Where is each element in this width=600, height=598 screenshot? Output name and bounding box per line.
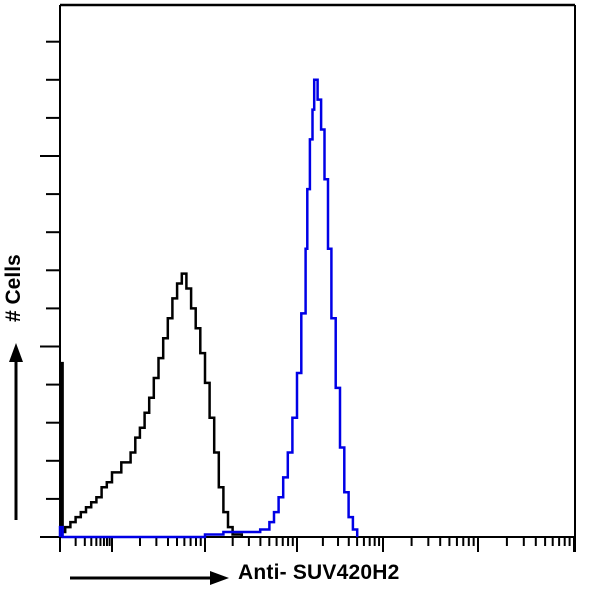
x-axis-arrow: [70, 571, 229, 585]
control-histogram-line: [59, 272, 244, 537]
histogram-series: [58, 78, 359, 539]
antibody-histogram-line: [58, 78, 359, 539]
x-axis-label: Anti- SUV420H2: [238, 561, 400, 584]
y-axis-label: # Cells: [2, 254, 25, 322]
x-axis-ticks: [59, 537, 575, 552]
y-axis-ticks: [40, 40, 60, 538]
y-axis-arrow: [9, 343, 23, 520]
